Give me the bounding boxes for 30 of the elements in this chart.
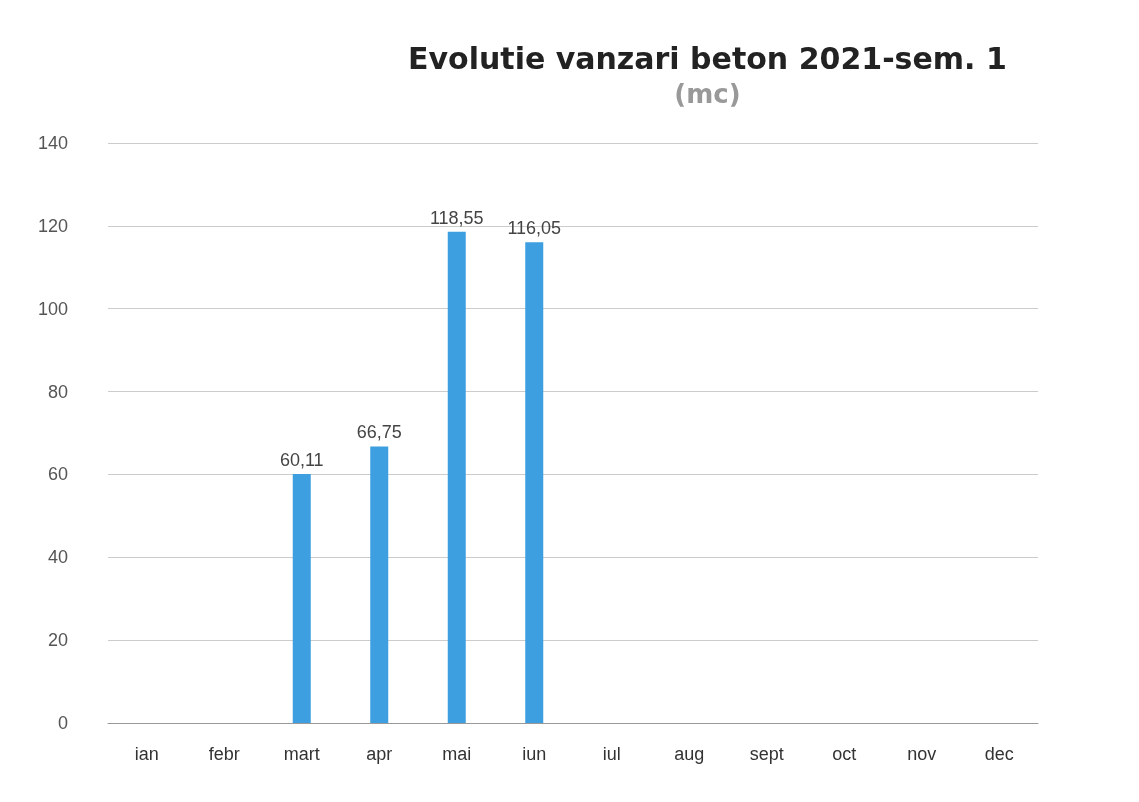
data-label: 116,05 <box>507 218 562 239</box>
bar <box>370 446 389 723</box>
x-tick-label: sept <box>749 744 784 764</box>
x-tick-label: aug <box>674 744 705 764</box>
data-label: 118,55 <box>429 207 484 228</box>
bar <box>525 242 544 723</box>
data-label: 66,75 <box>356 422 402 443</box>
x-tick-label: iun <box>522 744 547 764</box>
x-tick-label: oct <box>832 744 857 764</box>
y-tick-label: 40 <box>47 547 68 568</box>
bar <box>447 231 466 723</box>
x-tick-label: mai <box>442 744 472 764</box>
x-tick-label: apr <box>366 744 393 764</box>
chart-subtitle: (mc) <box>674 79 741 109</box>
y-tick-label: 20 <box>47 630 68 651</box>
x-tick-label: iul <box>602 744 621 764</box>
x-tick-label: nov <box>907 744 937 764</box>
chart-title: Evolutie vanzari beton 2021-sem. 1 <box>407 40 1007 76</box>
x-tick-label: ian <box>134 744 159 764</box>
y-tick-label: 140 <box>37 133 68 153</box>
x-tick-label: febr <box>208 744 240 764</box>
y-tick-label: 120 <box>37 215 68 236</box>
data-label: 60,11 <box>279 449 324 470</box>
x-tick-label: mart <box>283 744 320 764</box>
y-tick-label: 80 <box>47 381 68 402</box>
y-tick-label: 60 <box>47 464 68 485</box>
bar <box>292 473 311 723</box>
x-tick-label: dec <box>984 744 1014 764</box>
y-tick-label: 100 <box>37 298 68 319</box>
y-tick-label: 0 <box>57 713 68 733</box>
